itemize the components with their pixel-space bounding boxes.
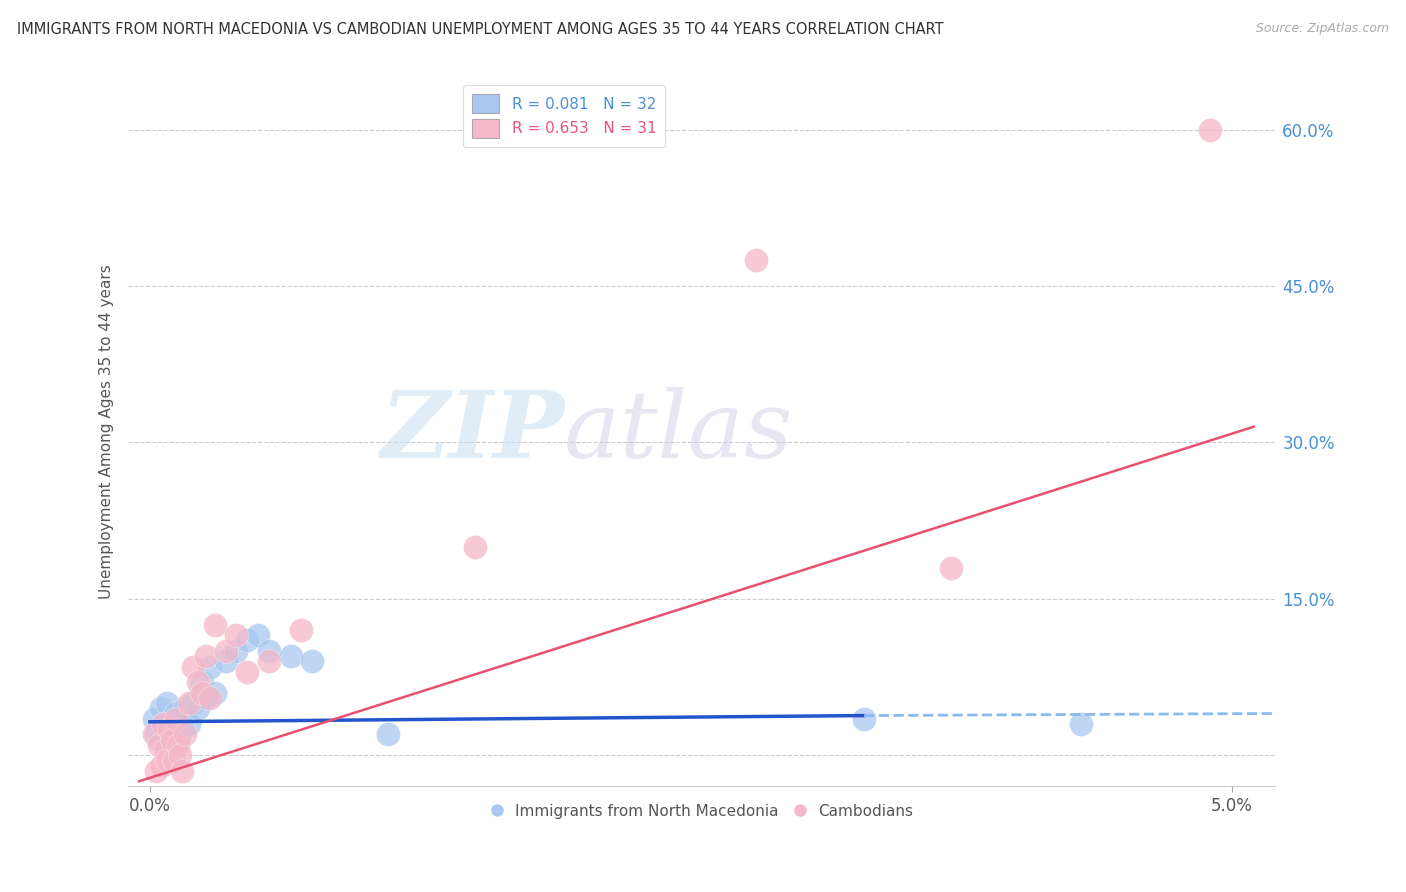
Point (157, 722, 180, 736)
Point (165, 712, 187, 726)
Text: Source: ZipAtlas.com: Source: ZipAtlas.com (1256, 22, 1389, 36)
Point (181, 696, 204, 710)
Point (191, 675, 214, 690)
Point (148, 738, 170, 752)
Point (160, 732, 183, 747)
Point (186, 701, 208, 715)
Point (156, 696, 179, 710)
Point (257, 654, 280, 668)
Point (169, 717, 191, 731)
Point (204, 685, 226, 699)
Text: atlas: atlas (564, 387, 793, 477)
Point (145, 727, 167, 741)
Point (464, 540, 486, 554)
Point (143, 727, 166, 741)
Point (143, 712, 166, 726)
Point (173, 701, 195, 715)
Point (145, 764, 167, 778)
Point (1070, 717, 1092, 731)
Point (163, 727, 186, 741)
Point (301, 654, 323, 668)
Y-axis label: Unemployment Among Ages 35 to 44 years: Unemployment Among Ages 35 to 44 years (100, 265, 114, 599)
Point (225, 628, 247, 642)
Point (148, 732, 170, 747)
Point (225, 644, 247, 658)
Point (186, 675, 208, 690)
Point (149, 758, 172, 772)
Point (214, 654, 236, 668)
Point (200, 690, 222, 705)
Point (149, 701, 172, 715)
Point (853, 712, 876, 726)
Point (172, 764, 194, 778)
Point (152, 717, 174, 731)
Point (177, 696, 200, 710)
Text: ZIP: ZIP (380, 387, 564, 477)
Point (280, 649, 302, 664)
Point (191, 685, 214, 699)
Point (156, 753, 179, 767)
Point (236, 665, 259, 679)
Text: IMMIGRANTS FROM NORTH MACEDONIA VS CAMBODIAN UNEMPLOYMENT AMONG AGES 35 TO 44 YE: IMMIGRANTS FROM NORTH MACEDONIA VS CAMBO… (17, 22, 943, 37)
Point (181, 659, 204, 673)
Point (745, 252, 768, 267)
Point (236, 633, 259, 648)
Point (153, 743, 176, 757)
Point (152, 722, 174, 736)
Point (377, 727, 399, 741)
Point (173, 727, 195, 741)
Point (200, 659, 222, 673)
Point (165, 706, 187, 721)
Point (1199, 122, 1222, 136)
Point (160, 712, 183, 726)
Point (195, 690, 218, 705)
Point (177, 717, 200, 731)
Legend: Immigrants from North Macedonia, Cambodians: Immigrants from North Macedonia, Cambodi… (484, 797, 920, 825)
Point (214, 644, 236, 658)
Point (939, 560, 962, 574)
Point (169, 748, 191, 763)
Point (195, 649, 218, 664)
Point (257, 644, 280, 658)
Point (172, 722, 194, 736)
Point (290, 623, 312, 637)
Point (167, 738, 190, 752)
Point (157, 738, 180, 752)
Point (247, 628, 270, 642)
Point (153, 717, 176, 731)
Point (167, 732, 190, 747)
Point (163, 753, 186, 767)
Point (204, 618, 226, 632)
